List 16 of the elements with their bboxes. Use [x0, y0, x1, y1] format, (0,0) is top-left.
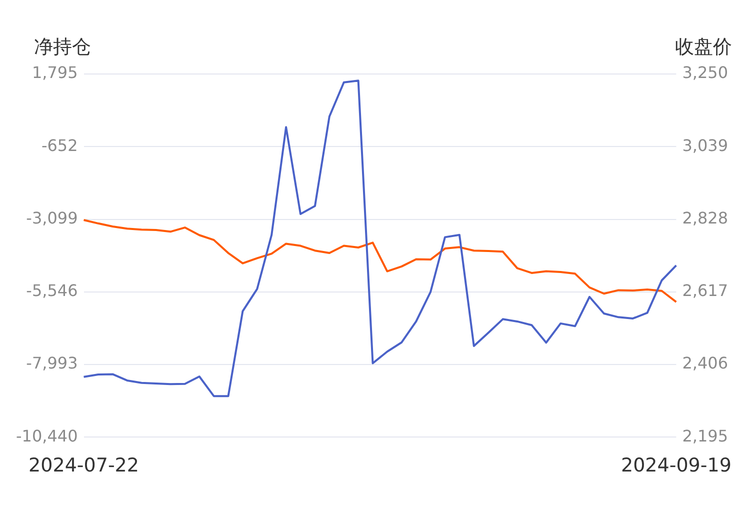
y-tick-label: 1,795	[32, 63, 78, 82]
y2-tick-label: 2,617	[682, 281, 728, 300]
x-tick-label: 2024-07-22	[28, 454, 139, 477]
y-tick-label: -5,546	[26, 281, 78, 300]
y2-tick-label: 3,250	[682, 63, 728, 82]
y2-tick-label: 2,406	[682, 354, 728, 373]
y2-tick-label: 2,195	[682, 426, 728, 446]
y2-tick-label: 2,828	[682, 208, 728, 228]
y2-axis-title: 收盘价	[675, 35, 732, 60]
x-tick-label: 2024-09-19	[620, 454, 732, 477]
y-tick-label: -3,099	[26, 208, 78, 228]
y-axis-title: 净持仓	[34, 35, 91, 60]
y-tick-label: -10,440	[16, 426, 78, 446]
y-tick-label: -652	[41, 136, 78, 155]
y-tick-label: -7,993	[26, 354, 78, 373]
y2-tick-label: 3,039	[682, 136, 728, 155]
